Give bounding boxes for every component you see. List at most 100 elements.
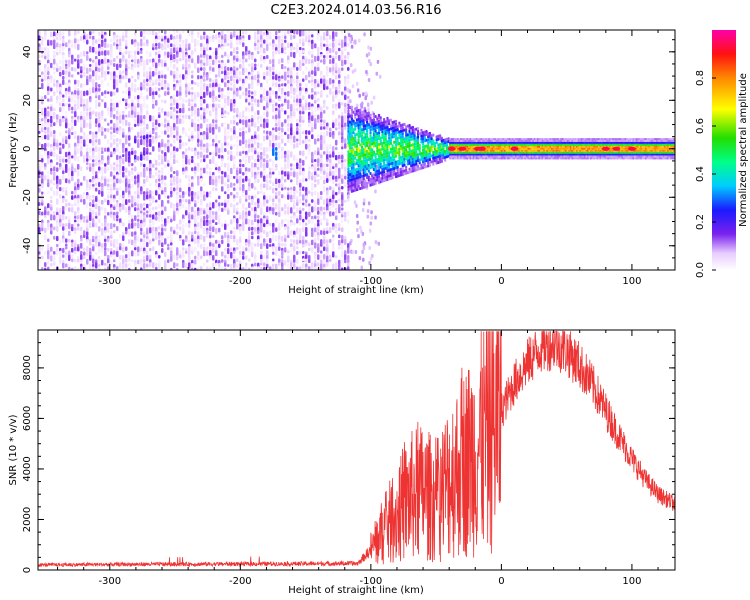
heatmap-cell [218,47,221,51]
heatmap-cell [143,238,146,243]
heatmap-cell [254,243,257,247]
heatmap-cell [131,195,134,201]
heatmap-cell [293,139,296,143]
heatmap-cell [230,154,233,162]
heatmap-cell [399,158,403,162]
heatmap-cell [56,235,59,242]
heatmap-cell [164,186,167,193]
heatmap-cell [350,120,353,124]
heatmap-cell [116,75,119,79]
heatmap-cell [56,114,59,120]
heatmap-cell [59,239,62,246]
heatmap-cell [320,83,323,89]
heatmap-cell [352,128,355,132]
heatmap-cell [203,58,206,65]
heatmap-cell [362,159,365,163]
heatmap-cell [352,183,355,187]
heatmap-cell [173,175,176,183]
heatmap-cell [248,63,251,67]
heatmap-cell [290,243,293,248]
heatmap-cell [296,102,299,107]
heatmap-cell [146,151,149,155]
heatmap-cell [116,39,119,43]
heatmap-cell [218,214,221,220]
heatmap-cell [317,162,320,167]
heatmap-cell [89,195,92,202]
heatmap-cell [170,178,173,184]
heatmap-cell [394,128,398,132]
heatmap-cell [320,230,323,235]
heatmap-cell [140,135,143,139]
heatmap-cell [344,102,347,108]
heatmap-cell [170,182,173,187]
heatmap-cell [369,160,372,164]
heatmap-cell [416,156,420,160]
heatmap-cell [113,259,116,263]
heatmap-cell [80,74,83,79]
heatmap-cell [170,54,173,61]
heatmap-cell [347,106,350,110]
heatmap-cell [359,166,362,170]
heatmap-cell [317,134,320,138]
heatmap-cell [366,152,369,156]
heatmap-cell [269,186,272,191]
heatmap-cell [359,181,362,185]
heatmap-cell [388,174,391,178]
heatmap-cell [92,162,95,168]
heatmap-cell [224,42,227,48]
heatmap-cell [326,30,329,37]
heatmap-cell [125,46,128,50]
heatmap-cell [323,54,326,59]
heatmap-cell [68,238,71,243]
heatmap-cell [65,90,68,96]
heatmap-cell [215,103,218,108]
heatmap-cell [245,30,248,35]
heatmap-cell [416,141,420,145]
heatmap-cell [263,183,266,189]
heatmap-cell [161,242,164,248]
heatmap-cell [188,146,191,151]
heatmap-cell [251,242,254,248]
heatmap-cell [143,250,146,255]
heatmap-cell [53,226,56,231]
heatmap-cell [98,258,101,263]
heatmap-cell [164,66,167,70]
heatmap-cell [194,166,197,172]
heatmap-cell [354,121,357,125]
heatmap-cell [95,47,98,52]
heatmap-cell [116,214,119,219]
heatmap-cell [71,239,74,243]
heatmap-cell [284,158,287,163]
heatmap-cell [311,166,314,170]
heatmap-cell [382,173,386,177]
heatmap-cell [221,54,224,59]
heatmap-cell [320,154,323,159]
heatmap-cell [384,146,387,150]
heatmap-cell [354,153,357,157]
heatmap-cell [146,110,149,116]
heatmap-cell [164,147,167,152]
heatmap-cell [182,198,185,202]
heatmap-cell [305,258,308,263]
heatmap-cell [86,155,89,159]
heatmap-cell [71,39,74,44]
heatmap-cell [86,219,89,223]
heatmap-cell [242,210,245,217]
heatmap-cell [393,123,396,127]
heatmap-cell [359,169,362,173]
heatmap-cell [357,117,360,121]
heatmap-cell [116,123,119,129]
heatmap-cell [248,231,251,237]
heatmap-cell [394,172,398,176]
heatmap-cell [287,210,290,215]
heatmap-cell [191,122,194,128]
heatmap-cell [218,170,221,174]
heatmap-cell [379,148,382,152]
heatmap-cell [305,102,308,109]
heatmap-cell [411,154,415,158]
heatmap-cell [352,157,355,161]
heatmap-cell [341,30,344,35]
heatmap-cell [236,70,239,76]
heatmap-cell [254,254,257,260]
heatmap-cell [185,70,188,76]
